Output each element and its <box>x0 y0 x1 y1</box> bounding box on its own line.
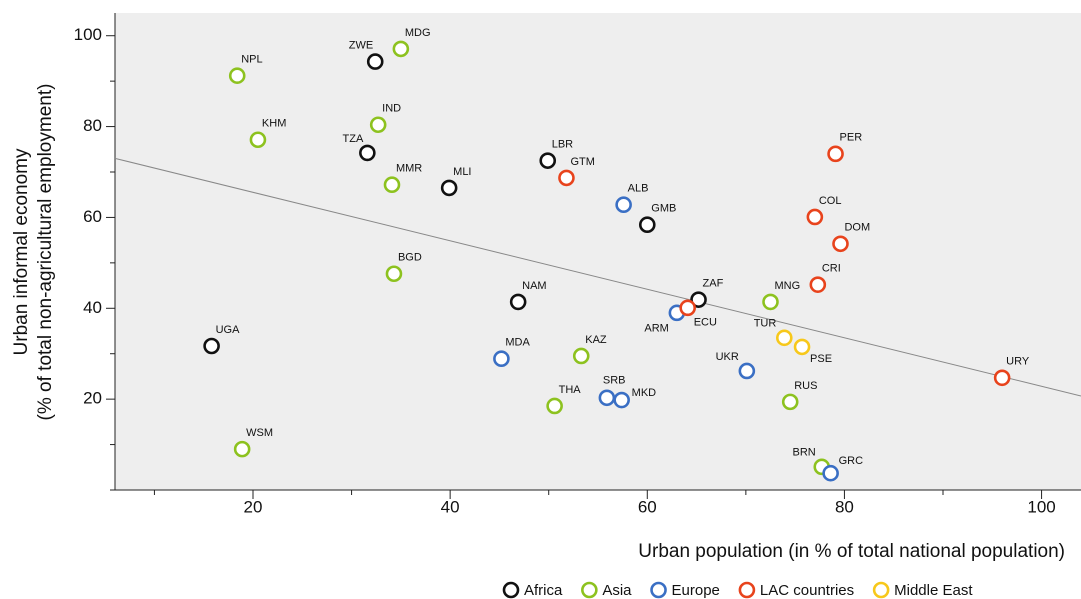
point-label: CRI <box>822 263 841 275</box>
point-label: NAM <box>522 280 546 292</box>
y-axis-label: Urban informal economy <box>11 148 32 355</box>
x-tick-label: 40 <box>441 497 460 516</box>
x-tick-label: 20 <box>244 497 263 516</box>
point <box>822 464 839 482</box>
point <box>993 369 1011 387</box>
point <box>775 329 793 347</box>
point <box>359 144 376 162</box>
point-label: MMR <box>396 163 422 175</box>
point-label: SRB <box>603 375 626 387</box>
point-label: ECU <box>694 317 717 329</box>
point-label: MKD <box>632 387 657 399</box>
point <box>762 293 779 311</box>
point-label: MDA <box>505 337 530 349</box>
point-label: TUR <box>754 318 777 330</box>
point-label: UKR <box>716 351 739 363</box>
point <box>366 53 384 70</box>
point <box>690 291 707 308</box>
legend-label: Asia <box>602 582 632 599</box>
point <box>383 176 401 194</box>
point-label: GRC <box>839 455 864 467</box>
point <box>440 179 458 197</box>
point <box>249 131 267 149</box>
point-label: ZWE <box>349 40 373 52</box>
point-label: RUS <box>794 380 817 392</box>
point <box>558 169 575 187</box>
point-label: PSE <box>810 353 832 365</box>
y-tick-label: 100 <box>74 25 102 44</box>
point-label: NPL <box>241 54 262 66</box>
point-label: TZA <box>343 133 364 145</box>
point <box>572 347 590 365</box>
legend-marker <box>738 581 756 599</box>
point-label: MNG <box>775 280 801 292</box>
legend-label: Europe <box>672 582 720 599</box>
x-tick-label: 80 <box>835 497 854 516</box>
trend-line <box>114 157 1081 397</box>
point-label: MLI <box>453 166 471 178</box>
point <box>638 216 656 233</box>
legend-marker <box>650 581 667 599</box>
point <box>832 235 849 253</box>
y-tick-label: 60 <box>83 207 102 226</box>
point-label: DOM <box>844 222 870 234</box>
plot-area <box>115 13 1081 490</box>
point-label: MDG <box>405 27 431 39</box>
point-label: KHM <box>262 118 286 130</box>
point <box>793 338 811 356</box>
point <box>615 196 632 214</box>
point <box>781 393 799 411</box>
point <box>679 299 697 317</box>
legend-marker <box>581 581 598 599</box>
legend-label: LAC countries <box>760 582 854 599</box>
point <box>228 67 246 84</box>
point-label: IND <box>382 103 401 115</box>
point <box>546 397 563 415</box>
legend-marker <box>872 581 890 599</box>
point-label: BRN <box>793 447 816 459</box>
point-label: ARM <box>644 323 668 335</box>
point-label: ALB <box>628 183 649 195</box>
x-axis-label: Urban population (in % of total national… <box>638 541 1065 562</box>
point-label: UGA <box>216 324 241 336</box>
point-label: GMB <box>651 203 676 215</box>
point <box>806 208 824 226</box>
point-label: KAZ <box>585 334 607 346</box>
point-label: PER <box>840 132 863 144</box>
point <box>598 389 616 407</box>
point <box>369 116 387 134</box>
point <box>203 337 220 355</box>
point <box>613 391 630 409</box>
point <box>493 350 510 368</box>
point <box>385 265 403 283</box>
point-label: THA <box>559 384 582 396</box>
point <box>539 152 557 169</box>
point-label: WSM <box>246 427 273 439</box>
point <box>392 40 410 58</box>
y-axis-label: (% of total non-agricultural employment) <box>35 84 56 421</box>
point-label: URY <box>1006 356 1030 368</box>
x-tick-label: 60 <box>638 497 657 516</box>
point <box>233 440 251 458</box>
y-tick-label: 40 <box>83 298 102 317</box>
point <box>809 276 827 293</box>
legend-marker <box>502 581 520 599</box>
point <box>827 145 844 163</box>
point-label: GTM <box>570 156 594 168</box>
legend-label: Middle East <box>894 582 973 599</box>
x-tick-label: 100 <box>1027 497 1055 516</box>
point-label: LBR <box>552 139 573 151</box>
point-label: COL <box>819 195 842 207</box>
point-label: ZAF <box>703 278 724 290</box>
y-tick-label: 80 <box>83 116 102 135</box>
point-label: BGD <box>398 252 422 264</box>
point <box>738 362 756 380</box>
legend-label: Africa <box>524 582 563 599</box>
y-tick-label: 20 <box>83 389 102 408</box>
point <box>509 293 527 311</box>
